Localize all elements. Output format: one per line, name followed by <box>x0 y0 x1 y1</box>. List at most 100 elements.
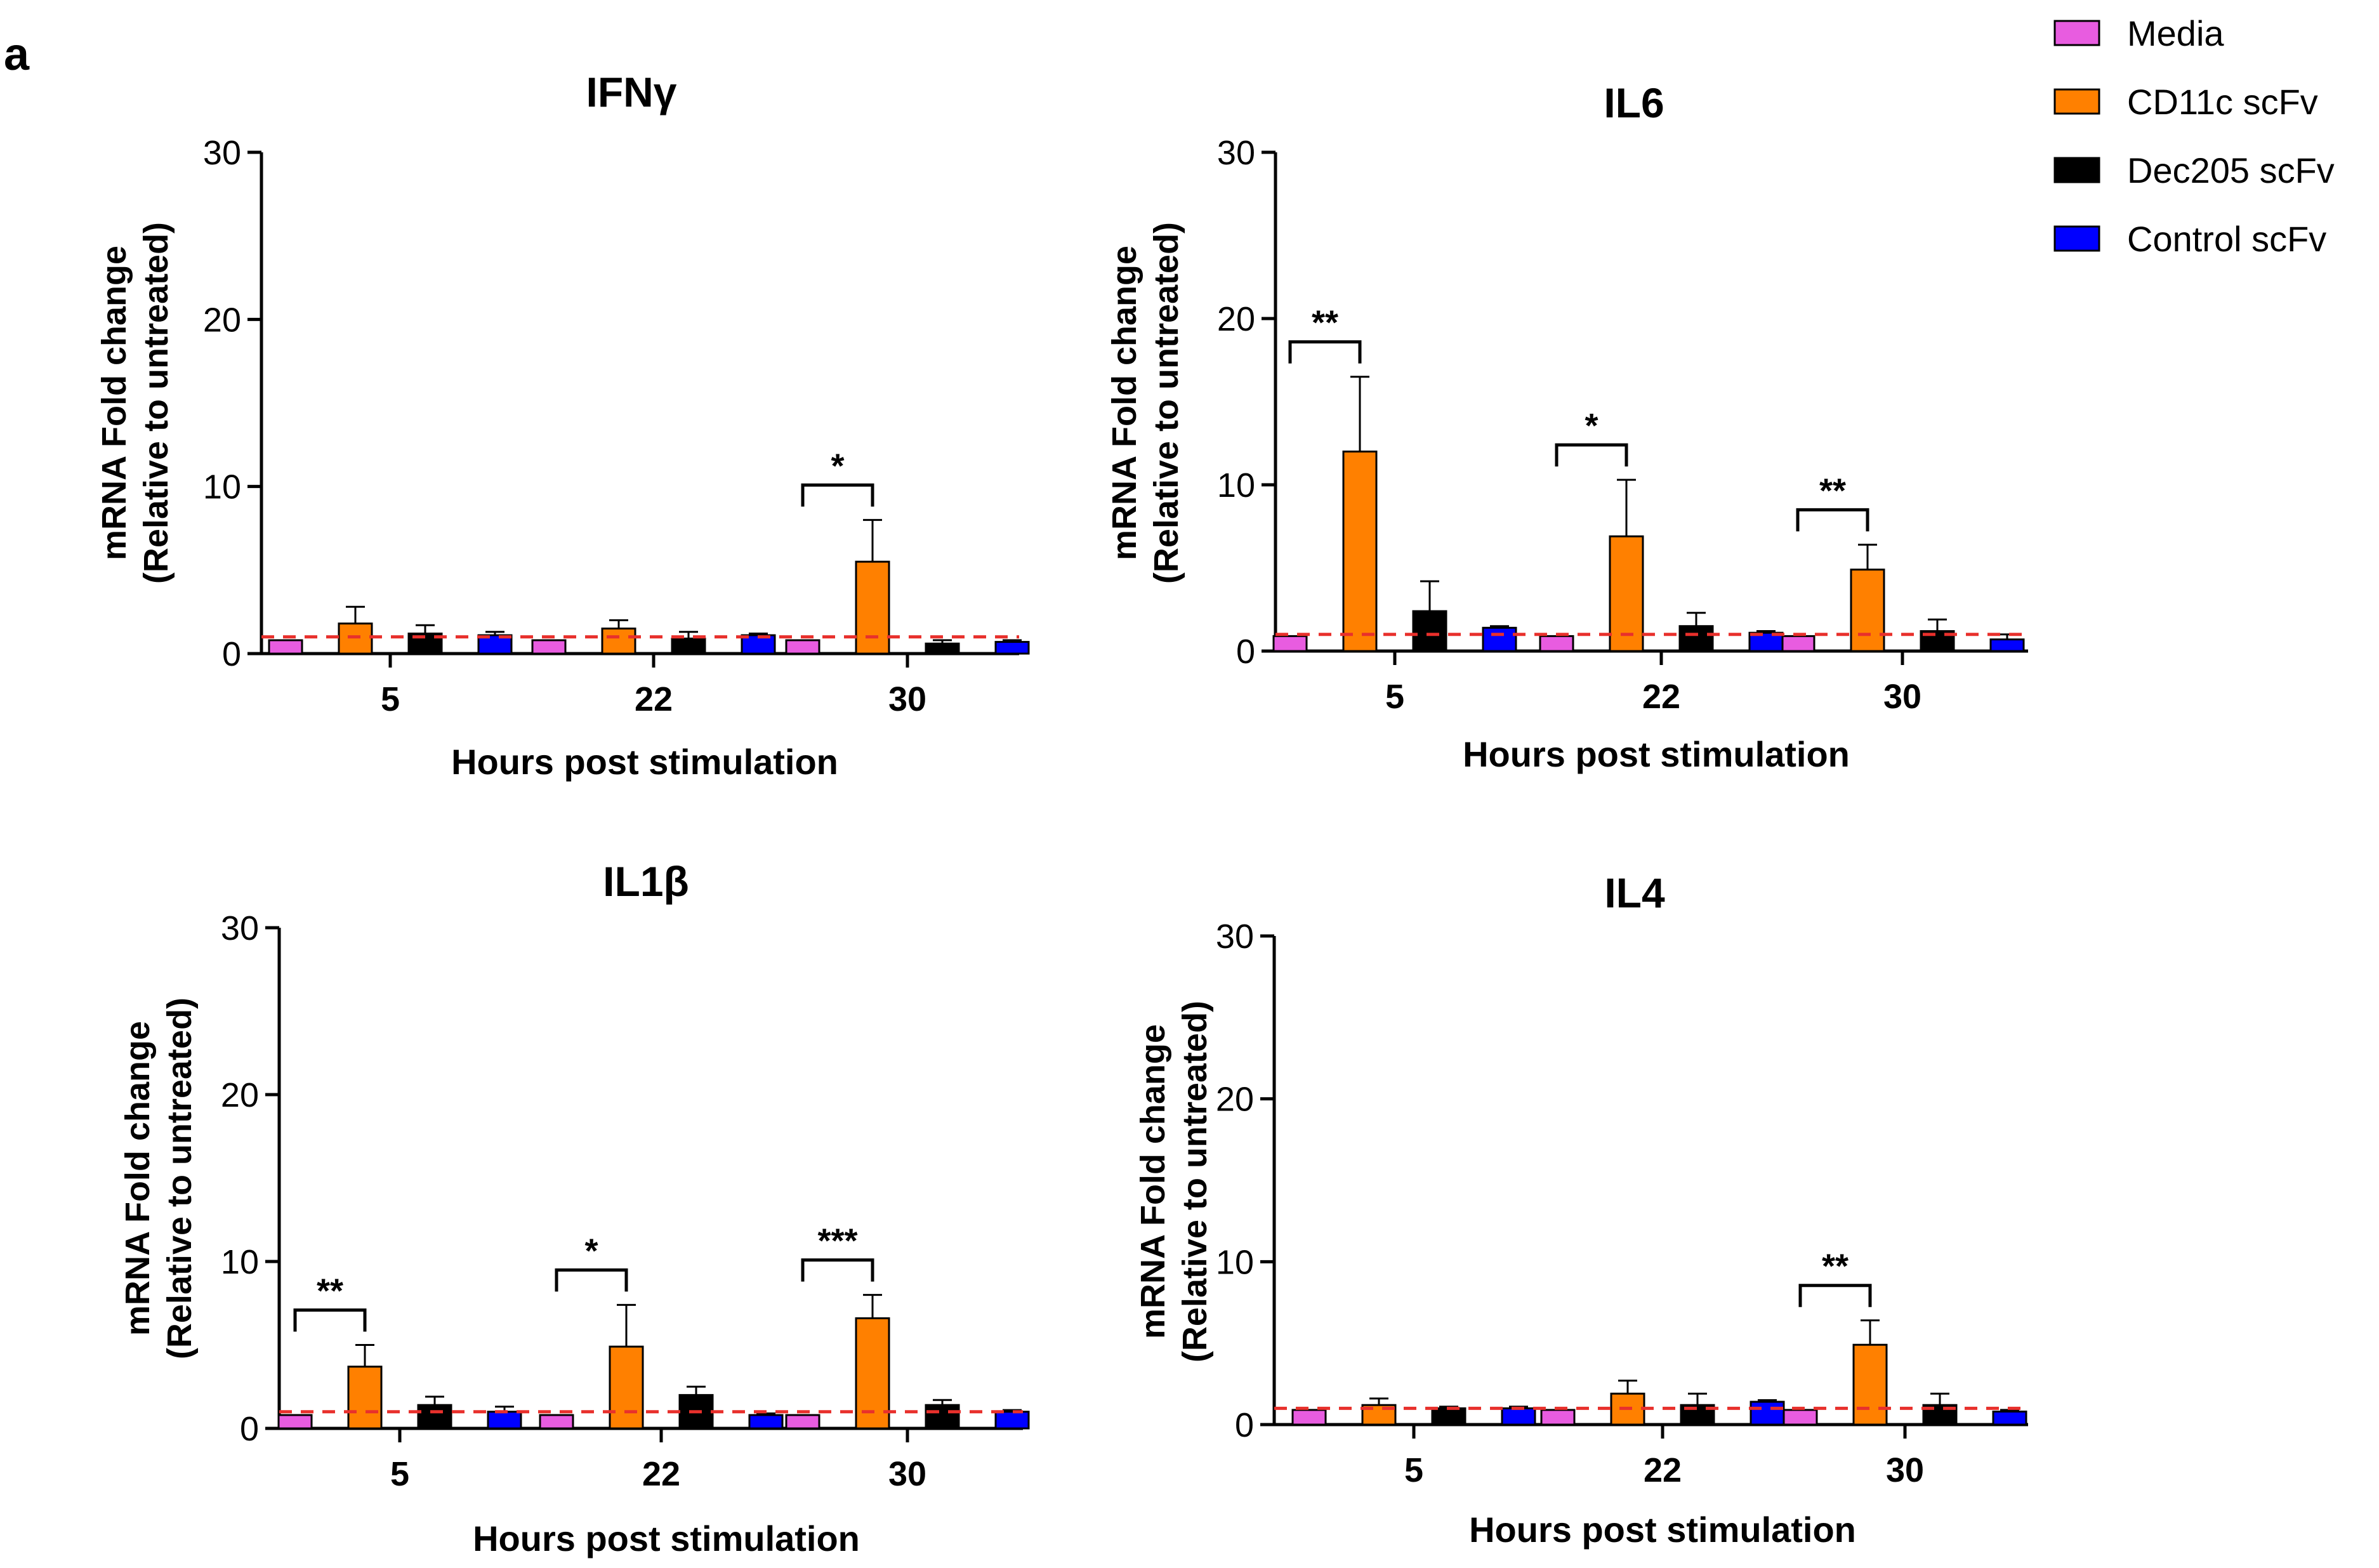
x-axis-label: Hours post stimulation <box>1463 734 1850 774</box>
significance-label: * <box>584 1232 598 1270</box>
y-tick-label: 0 <box>240 1410 259 1448</box>
bar <box>609 1345 644 1430</box>
bar <box>855 560 890 655</box>
x-tick-label: 22 <box>1642 678 1680 716</box>
bar <box>338 623 373 655</box>
x-axis-label: Hours post stimulation <box>1469 1510 1856 1550</box>
y-tick-label: 30 <box>221 909 259 947</box>
significance-bracket <box>801 1258 874 1282</box>
x-tick-label: 22 <box>642 1455 680 1493</box>
y-tick-label: 0 <box>1235 1406 1254 1444</box>
bar <box>1992 1410 2027 1426</box>
y-tick-label: 30 <box>1217 134 1255 172</box>
significance-bracket <box>1796 508 1869 532</box>
y-axis-label-line1: mRNA Fold change <box>1105 246 1143 560</box>
chart-1: IL6 mRNA Fold change (Relative to untreate… <box>1105 79 2028 774</box>
significance-bracket <box>1798 1284 1872 1307</box>
chart-title: IL4 <box>1604 869 1665 916</box>
y-tick-label: 30 <box>203 134 241 172</box>
significance-bracket <box>1288 340 1362 364</box>
x-axis-label: Hours post stimulation <box>473 1519 860 1558</box>
y-axis-label-line1: mRNA Fold change <box>1134 1024 1172 1339</box>
x-tick-label: 30 <box>888 1455 926 1493</box>
bar <box>994 1411 1030 1430</box>
significance-bracket <box>555 1268 628 1292</box>
bar <box>1540 1409 1576 1426</box>
y-tick-label: 10 <box>1216 1243 1254 1281</box>
y-axis-label-line2: (Relative to untreated) <box>1176 1001 1214 1362</box>
legend-swatch <box>2053 20 2100 46</box>
chart-0: IFNγ mRNA Fold change (Relative to untreat… <box>95 69 1030 782</box>
y-tick-label: 30 <box>1216 918 1254 956</box>
x-tick-label: 5 <box>1404 1451 1423 1489</box>
y-tick-label: 20 <box>1216 1081 1254 1119</box>
legend-swatch <box>2053 88 2100 115</box>
y-tick-label: 10 <box>221 1243 259 1281</box>
x-tick-label: 30 <box>1886 1451 1924 1489</box>
y-tick-label: 0 <box>222 635 241 673</box>
x-tick-label: 5 <box>381 680 400 718</box>
bar <box>268 639 303 655</box>
bar <box>1783 1409 1818 1426</box>
x-tick-label: 22 <box>635 680 673 718</box>
significance-label: * <box>1585 407 1598 445</box>
significance-bracket <box>1555 443 1628 467</box>
x-tick-label: 5 <box>390 1455 409 1493</box>
chart-title: IL1β <box>603 858 689 905</box>
bar <box>925 642 960 655</box>
bar <box>1780 635 1816 652</box>
legend: Media CD11c scFv Dec205 scFv Control scFv <box>2053 13 2335 259</box>
panel-label: a <box>4 29 30 80</box>
y-axis-label-line1: mRNA Fold change <box>95 246 133 560</box>
bar <box>1291 1409 1327 1426</box>
y-axis-label: mRNA Fold change (Relative to untreated) <box>1105 222 1185 584</box>
significance-bracket <box>293 1308 367 1332</box>
bar <box>531 639 567 655</box>
bar <box>1431 1407 1466 1426</box>
significance-label: *** <box>817 1222 857 1260</box>
bar <box>487 1411 522 1430</box>
chart-title: IFNγ <box>586 69 676 115</box>
legend-label: Dec205 scFv <box>2127 150 2335 190</box>
bar <box>1342 451 1378 652</box>
bar <box>347 1366 383 1430</box>
significance-label: ** <box>1822 1248 1849 1286</box>
chart-title: IL6 <box>1604 79 1664 126</box>
bar <box>785 1414 820 1430</box>
y-axis-label: mRNA Fold change (Relative to untreated) <box>95 222 175 584</box>
legend-swatch <box>2053 157 2100 183</box>
significance-bracket <box>801 483 874 507</box>
y-tick-label: 20 <box>203 301 241 339</box>
x-axis-label: Hours post stimulation <box>451 742 838 782</box>
y-axis-label: mRNA Fold change (Relative to untreated) <box>119 998 199 1359</box>
bar <box>671 637 706 655</box>
significance-label: ** <box>1819 471 1846 510</box>
significance-label: * <box>831 447 844 485</box>
x-tick-label: 5 <box>1385 678 1404 716</box>
y-tick-label: 0 <box>1236 633 1255 671</box>
chart-3: IL4 mRNA Fold change (Relative to untreate… <box>1134 869 2028 1550</box>
y-axis-label-line2: (Relative to untreated) <box>1147 222 1185 584</box>
bar <box>925 1404 960 1430</box>
legend-label: CD11c scFv <box>2127 82 2318 122</box>
bar <box>1272 635 1308 652</box>
bar <box>601 628 636 655</box>
bar <box>1501 1407 1536 1426</box>
bar <box>1678 625 1714 652</box>
bar <box>539 1414 574 1430</box>
y-tick-label: 10 <box>1217 466 1255 504</box>
bar <box>785 639 820 655</box>
y-axis-label-line2: (Relative to untreated) <box>137 222 175 584</box>
bar <box>1852 1343 1888 1426</box>
significance-label: ** <box>317 1272 343 1310</box>
bar <box>994 641 1030 655</box>
legend-label: Media <box>2127 13 2224 53</box>
y-axis-label-line1: mRNA Fold change <box>119 1021 157 1336</box>
bar <box>277 1414 313 1430</box>
y-tick-label: 20 <box>1217 300 1255 338</box>
y-tick-label: 20 <box>221 1076 259 1114</box>
x-tick-label: 22 <box>1644 1451 1682 1489</box>
x-tick-label: 30 <box>888 680 926 718</box>
